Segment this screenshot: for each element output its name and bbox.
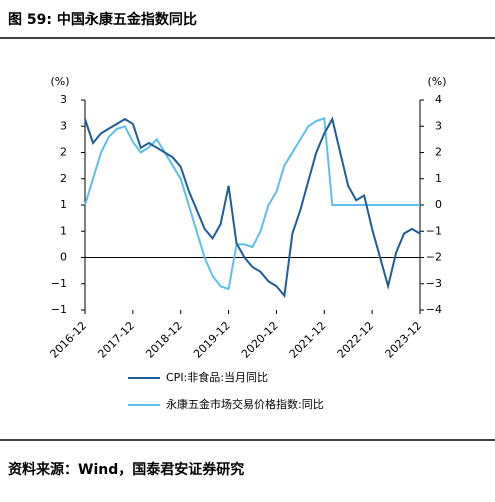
legend-label: CPI:非食品:当月同比 [166, 370, 268, 384]
y2-tick-label: 4 [435, 93, 442, 106]
x-tick-label: 2020-12 [239, 319, 281, 361]
y-tick-label: 1 [60, 224, 67, 237]
series-line [84, 116, 421, 299]
y-tick-label: −1 [51, 303, 67, 316]
x-tick-label: 2016-12 [48, 319, 90, 361]
y2-tick-label: −4 [426, 303, 442, 316]
y2-tick-label: 3 [435, 119, 442, 132]
y2-tick-label: −2 [426, 251, 442, 264]
y2-tick-label: 1 [435, 172, 442, 185]
y-tick-label: 0 [60, 251, 67, 264]
y-tick-label: −1 [51, 277, 67, 290]
y-tick-label: 2 [60, 146, 67, 159]
y2-tick-label: 2 [435, 146, 442, 159]
y2-tick-label: −1 [426, 224, 442, 237]
y-tick-label: 3 [60, 93, 67, 106]
y2-unit: (%) [427, 75, 446, 88]
y-unit: (%) [50, 75, 69, 88]
series-line [84, 117, 420, 291]
x-tick-label: 2018-12 [143, 319, 185, 361]
x-tick-label: 2023-12 [383, 319, 425, 361]
y-tick-label: 3 [60, 119, 67, 132]
x-tick-label: 2022-12 [335, 319, 377, 361]
y2-tick-label: −3 [426, 277, 442, 290]
x-tick-label: 2017-12 [95, 319, 137, 361]
y2-tick-label: 0 [435, 198, 442, 211]
legend-label: 永康五金市场交易价格指数:同比 [166, 397, 324, 411]
chart-title: 图 59: 中国永康五金指数同比 [8, 11, 197, 28]
y-tick-label: 2 [60, 172, 67, 185]
x-tick-label: 2021-12 [287, 319, 329, 361]
source: 资料来源：Wind，国泰君安证券研究 [8, 461, 244, 478]
y-tick-label: 1 [60, 198, 67, 211]
x-tick-label: 2019-12 [191, 319, 233, 361]
